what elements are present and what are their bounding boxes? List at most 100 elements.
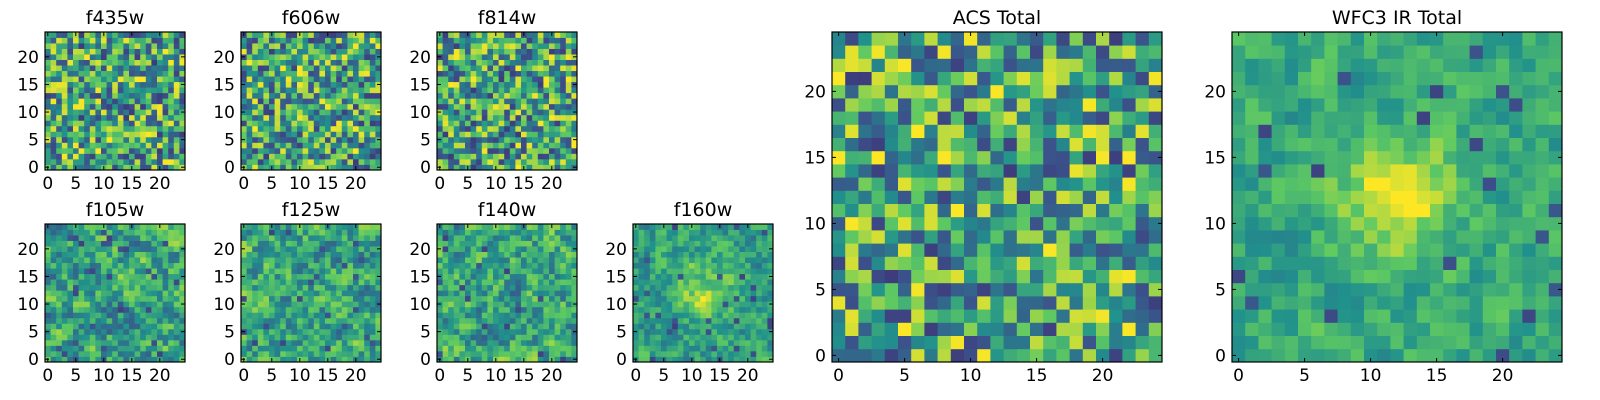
heatmap-cell bbox=[308, 54, 315, 60]
heatmap-cell bbox=[521, 279, 527, 286]
heatmap-cell bbox=[453, 76, 460, 83]
heatmap-cell bbox=[437, 268, 443, 275]
heatmap-cell bbox=[78, 284, 85, 291]
heatmap-cell bbox=[302, 323, 309, 330]
heatmap-cell bbox=[302, 334, 309, 341]
heatmap-cell bbox=[554, 279, 561, 286]
heatmap-cell bbox=[369, 81, 376, 88]
heatmap-cell bbox=[661, 284, 667, 291]
heatmap-cell bbox=[95, 48, 102, 55]
heatmap-cell bbox=[274, 334, 281, 341]
heatmap-cell bbox=[347, 65, 354, 72]
heatmap-cell bbox=[117, 81, 124, 88]
heatmap-cell bbox=[67, 306, 74, 313]
heatmap-cell bbox=[168, 295, 175, 302]
heatmap-cell bbox=[241, 120, 247, 127]
heatmap-cell bbox=[761, 290, 768, 297]
heatmap-cell bbox=[347, 70, 354, 77]
heatmap-cell bbox=[89, 235, 96, 241]
heatmap-cell bbox=[269, 317, 275, 324]
heatmap-cell bbox=[347, 136, 354, 143]
heatmap-cell bbox=[84, 109, 91, 116]
heatmap-cell bbox=[353, 328, 359, 335]
heatmap-cell bbox=[162, 158, 169, 165]
heatmap-cell bbox=[347, 356, 354, 363]
heatmap-cell bbox=[364, 43, 371, 49]
heatmap-cell bbox=[45, 279, 51, 286]
heatmap-cell bbox=[285, 43, 292, 49]
axes-frame bbox=[240, 31, 382, 171]
heatmap-cell bbox=[638, 328, 645, 335]
heatmap-cell bbox=[733, 317, 740, 324]
heatmap-cell bbox=[700, 229, 707, 236]
heatmap-cell bbox=[375, 114, 382, 121]
heatmap-cell bbox=[661, 317, 667, 324]
heatmap-cell bbox=[269, 142, 275, 149]
heatmap-cell bbox=[285, 251, 292, 258]
heatmap-cell bbox=[554, 356, 561, 363]
heatmap-cell bbox=[319, 142, 326, 149]
heatmap-cell bbox=[319, 224, 326, 230]
heatmap-cell bbox=[565, 120, 572, 127]
heatmap-cell bbox=[369, 328, 376, 335]
heatmap-cell bbox=[761, 323, 768, 330]
heatmap-cell bbox=[1096, 203, 1110, 218]
heatmap-cell bbox=[106, 273, 113, 280]
heatmap-cell bbox=[694, 334, 701, 341]
heatmap-cell bbox=[677, 301, 684, 308]
heatmap-cell bbox=[442, 279, 449, 286]
heatmap-cell bbox=[291, 158, 298, 165]
heatmap-cell bbox=[78, 257, 85, 264]
heatmap-cell bbox=[297, 65, 303, 72]
heatmap-cell bbox=[1069, 348, 1084, 363]
heatmap-cell bbox=[493, 262, 499, 269]
heatmap-cell bbox=[173, 317, 180, 324]
heatmap-cell bbox=[257, 125, 264, 132]
heatmap-cell bbox=[549, 153, 555, 160]
heatmap-cell bbox=[252, 43, 259, 49]
heatmap-cell bbox=[476, 87, 483, 94]
heatmap-cell bbox=[330, 334, 337, 341]
heatmap-cell bbox=[353, 312, 359, 319]
heatmap-cell bbox=[437, 37, 443, 44]
heatmap-cell bbox=[493, 334, 499, 341]
heatmap-cell bbox=[728, 290, 735, 297]
heatmap-cell bbox=[565, 345, 572, 352]
heatmap-cell bbox=[655, 317, 662, 324]
axes-frame bbox=[632, 223, 774, 363]
heatmap-cell bbox=[274, 37, 281, 44]
heatmap-cell bbox=[157, 37, 163, 44]
heatmap-cell bbox=[487, 87, 494, 94]
heatmap-cell bbox=[465, 339, 471, 346]
heatmap-cell bbox=[964, 150, 978, 165]
heatmap-cell bbox=[162, 312, 169, 319]
heatmap-cell bbox=[537, 229, 544, 236]
heatmap-cell bbox=[313, 131, 320, 138]
y-tick-label: 0 bbox=[420, 350, 431, 370]
heatmap-cell bbox=[1096, 256, 1110, 270]
heatmap-cell bbox=[453, 312, 460, 319]
heatmap-cell bbox=[633, 279, 639, 286]
heatmap-cell bbox=[672, 290, 679, 297]
heatmap-cell bbox=[375, 345, 382, 352]
heatmap-cell bbox=[61, 153, 68, 160]
heatmap-cell bbox=[162, 164, 169, 171]
heatmap-cell bbox=[705, 224, 712, 230]
heatmap-cell bbox=[532, 120, 539, 127]
heatmap-cell bbox=[375, 224, 382, 230]
heatmap-cell bbox=[717, 295, 723, 302]
heatmap-cell bbox=[911, 269, 925, 284]
heatmap-cell bbox=[476, 268, 483, 275]
heatmap-cell bbox=[683, 273, 690, 280]
heatmap-cell bbox=[728, 279, 735, 286]
heatmap-cell bbox=[504, 54, 511, 60]
heatmap-cell bbox=[162, 246, 169, 252]
heatmap-cell bbox=[655, 235, 662, 241]
heatmap-cell bbox=[493, 54, 499, 60]
heatmap-cell bbox=[56, 279, 63, 286]
heatmap-cell bbox=[173, 109, 180, 116]
heatmap-cell bbox=[117, 246, 124, 252]
heatmap-cell bbox=[756, 257, 763, 264]
heatmap-cell bbox=[911, 348, 925, 363]
heatmap-cell bbox=[898, 309, 912, 323]
